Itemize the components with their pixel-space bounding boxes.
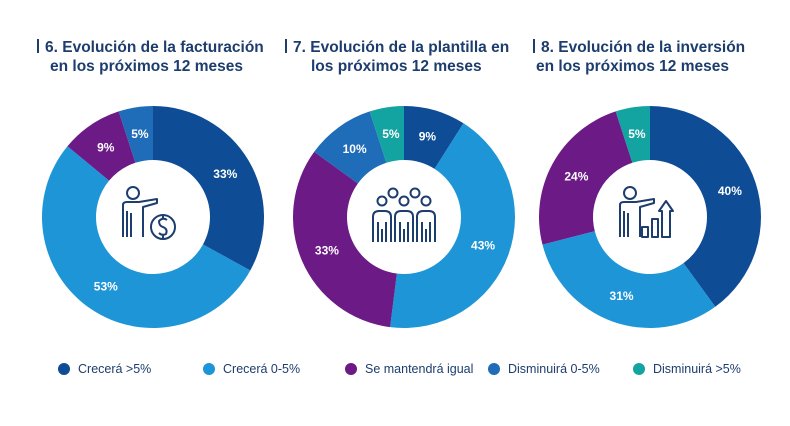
title-line-2: los próximos 12 meses bbox=[311, 58, 482, 75]
donut-slice bbox=[153, 106, 264, 271]
title-line-1: 7. Evolución de la plantilla en bbox=[293, 39, 510, 56]
legend-swatch bbox=[345, 363, 357, 375]
slice-label: 5% bbox=[628, 127, 646, 141]
donut-slice bbox=[542, 231, 716, 329]
title-line-2: en los próximos 12 meses bbox=[50, 58, 243, 75]
legend-item: Disminuirá >5% bbox=[633, 362, 741, 376]
legend: Crecerá >5% Crecerá 0-5% Se mantendrá ig… bbox=[0, 362, 790, 382]
legend-swatch bbox=[633, 363, 645, 375]
slice-label: 24% bbox=[564, 170, 588, 184]
title-line-2: en los próximos 12 meses bbox=[536, 58, 729, 75]
donut-slice bbox=[369, 106, 404, 163]
people-group-icon bbox=[372, 187, 436, 242]
legend-label: Disminuirá >5% bbox=[653, 362, 741, 376]
legend-label: Disminuirá 0-5% bbox=[508, 362, 600, 376]
legend-swatch bbox=[58, 363, 70, 375]
title-marker bbox=[37, 39, 39, 53]
chart-title-plantilla: 7. Evolución de la plantilla en los próx… bbox=[285, 38, 509, 76]
donut-slice bbox=[650, 106, 761, 307]
donut-chart-6: 33% 53% 9% 5% bbox=[42, 106, 264, 328]
slice-label: 53% bbox=[94, 279, 118, 293]
donut-slice bbox=[538, 111, 633, 245]
slice-label: 5% bbox=[382, 127, 400, 141]
legend-swatch bbox=[203, 363, 215, 375]
slice-label: 40% bbox=[718, 184, 742, 198]
donut-slice bbox=[314, 111, 387, 184]
legend-item: Se mantendrá igual bbox=[345, 362, 473, 376]
legend-label: Crecerá >5% bbox=[78, 362, 152, 376]
donut-chart-8: 40% 31% 24% 5% bbox=[538, 106, 761, 329]
legend-item: Crecerá 0-5% bbox=[203, 362, 300, 376]
title-marker bbox=[285, 39, 287, 53]
donut-slice bbox=[293, 151, 397, 328]
donut-slice bbox=[390, 123, 515, 328]
donut-slice bbox=[42, 146, 251, 328]
legend-label: Crecerá 0-5% bbox=[223, 362, 301, 376]
slice-label: 33% bbox=[213, 167, 237, 181]
donut-slice bbox=[118, 106, 153, 163]
title-line-1: 8. Evolución de la inversión bbox=[541, 39, 746, 56]
slice-label: 43% bbox=[471, 238, 495, 252]
person-dollar-icon bbox=[122, 186, 176, 240]
legend-label: Se mantendrá igual bbox=[365, 362, 474, 376]
chart-title-inversion: 8. Evolución de la inversión en los próx… bbox=[533, 38, 745, 76]
slice-label: 9% bbox=[419, 129, 437, 143]
slice-label: 10% bbox=[343, 142, 367, 156]
legend-item: Crecerá >5% bbox=[58, 362, 151, 376]
donut-chart-7: 9% 43% 33% 10% 5% bbox=[293, 106, 515, 328]
donut-slice bbox=[404, 106, 464, 169]
person-growth-chart-icon bbox=[619, 186, 674, 238]
legend-item: Disminuirá 0-5% bbox=[488, 362, 600, 376]
slice-label: 33% bbox=[315, 243, 339, 257]
chart-title-facturacion: 6. Evolución de la facturación en los pr… bbox=[37, 38, 264, 76]
slice-label: 9% bbox=[97, 141, 115, 155]
donut-slice bbox=[67, 111, 136, 181]
title-marker bbox=[533, 39, 535, 53]
slice-label: 5% bbox=[131, 127, 149, 141]
donut-slice bbox=[615, 106, 650, 163]
slice-label: 31% bbox=[610, 289, 634, 303]
title-line-1: 6. Evolución de la facturación bbox=[45, 39, 264, 56]
legend-swatch bbox=[488, 363, 500, 375]
